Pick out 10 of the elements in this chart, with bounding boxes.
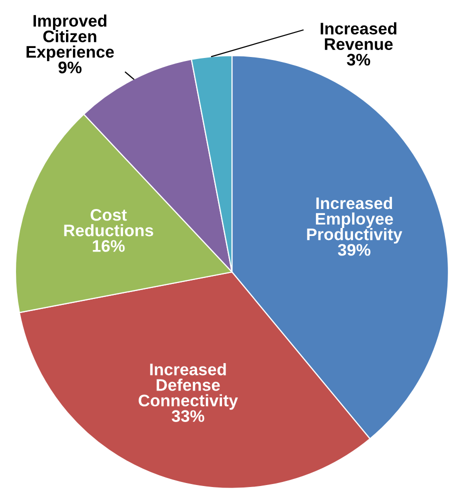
data-label: 3% (346, 54, 370, 66)
data-label: 33% (172, 410, 204, 422)
data-label: 39% (338, 244, 370, 256)
data-label: 9% (58, 62, 82, 74)
slice-label: Increased Employee Productivity (307, 196, 402, 244)
slice-label: Increased Revenue (320, 22, 396, 50)
data-label: 16% (92, 240, 125, 252)
slice-label: Increased Defense Connectivity (138, 363, 238, 410)
slice-label: Improved Citizen Experience (26, 14, 114, 62)
slice-label: Cost Reductions (64, 209, 154, 236)
